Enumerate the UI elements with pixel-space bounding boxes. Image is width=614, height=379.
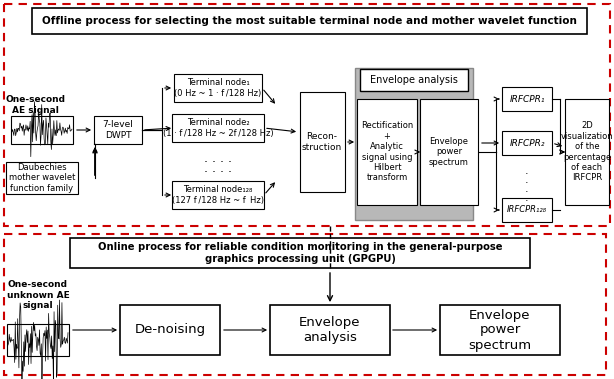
Text: Online process for reliable condition monitoring in the general-purpose
graphics: Online process for reliable condition mo… (98, 242, 502, 264)
Text: Terminal node₂
(1 · f /128 Hz ~ 2f /128 Hz): Terminal node₂ (1 · f /128 Hz ~ 2f /128 … (163, 118, 273, 138)
Bar (565, 99, 609, 205)
Bar (420, 99, 478, 205)
Bar (31, 8, 586, 34)
Text: 2D
visualization
of the
percentage
of each
IRFCPR: 2D visualization of the percentage of ea… (561, 122, 613, 183)
Bar (94, 116, 142, 144)
Bar (357, 99, 417, 205)
Text: Rectification
+
Analytic
signal using
Hilbert
transform: Rectification + Analytic signal using Hi… (361, 122, 413, 183)
Text: IRFCPR₁: IRFCPR₁ (509, 94, 545, 103)
Text: De-noising: De-noising (134, 324, 206, 337)
Text: Terminal node₁₂₈
(127 f /128 Hz ~ f  Hz): Terminal node₁₂₈ (127 f /128 Hz ~ f Hz) (172, 185, 264, 205)
Bar (355, 68, 473, 220)
Bar (172, 114, 264, 142)
Bar (360, 69, 468, 91)
Bar (440, 305, 560, 355)
Text: IRFCPR₂: IRFCPR₂ (509, 138, 545, 147)
Bar (174, 74, 262, 102)
Text: . . . .: . . . . (204, 152, 232, 164)
Text: Envelope
power
spectrum: Envelope power spectrum (468, 309, 532, 351)
Text: 7-level
DWPT: 7-level DWPT (103, 120, 133, 140)
Text: IRFCPR₁₂₈: IRFCPR₁₂₈ (507, 205, 547, 215)
Text: Envelope
power
spectrum: Envelope power spectrum (429, 137, 469, 167)
Text: .: . (525, 184, 529, 194)
Bar (70, 238, 530, 268)
Text: .: . (525, 175, 529, 185)
Bar (300, 92, 344, 192)
Bar (270, 305, 390, 355)
Bar (172, 181, 264, 209)
Text: Daubechies
mother wavelet
function family: Daubechies mother wavelet function famil… (9, 163, 75, 193)
Bar (120, 305, 220, 355)
Text: Envelope
analysis: Envelope analysis (299, 316, 361, 344)
Bar (6, 162, 78, 194)
Bar (4, 4, 610, 226)
Text: One-second
unknown AE
signal: One-second unknown AE signal (7, 280, 69, 310)
Bar (502, 87, 552, 111)
Bar (502, 131, 552, 155)
Text: .: . (525, 166, 529, 176)
Bar (11, 116, 73, 144)
Text: Terminal node₁
(0 Hz ~ 1 · f /128 Hz): Terminal node₁ (0 Hz ~ 1 · f /128 Hz) (174, 78, 262, 98)
Text: Recon-
struction: Recon- struction (302, 132, 342, 152)
Text: Envelope analysis: Envelope analysis (370, 75, 458, 85)
Text: One-second
AE signal: One-second AE signal (5, 95, 65, 115)
Text: .: . (525, 193, 529, 203)
Text: Offline process for selecting the most suitable terminal node and mother wavelet: Offline process for selecting the most s… (42, 16, 577, 26)
Text: . . . .: . . . . (204, 161, 232, 174)
Bar (4, 234, 606, 375)
Bar (7, 324, 69, 356)
Bar (502, 198, 552, 222)
